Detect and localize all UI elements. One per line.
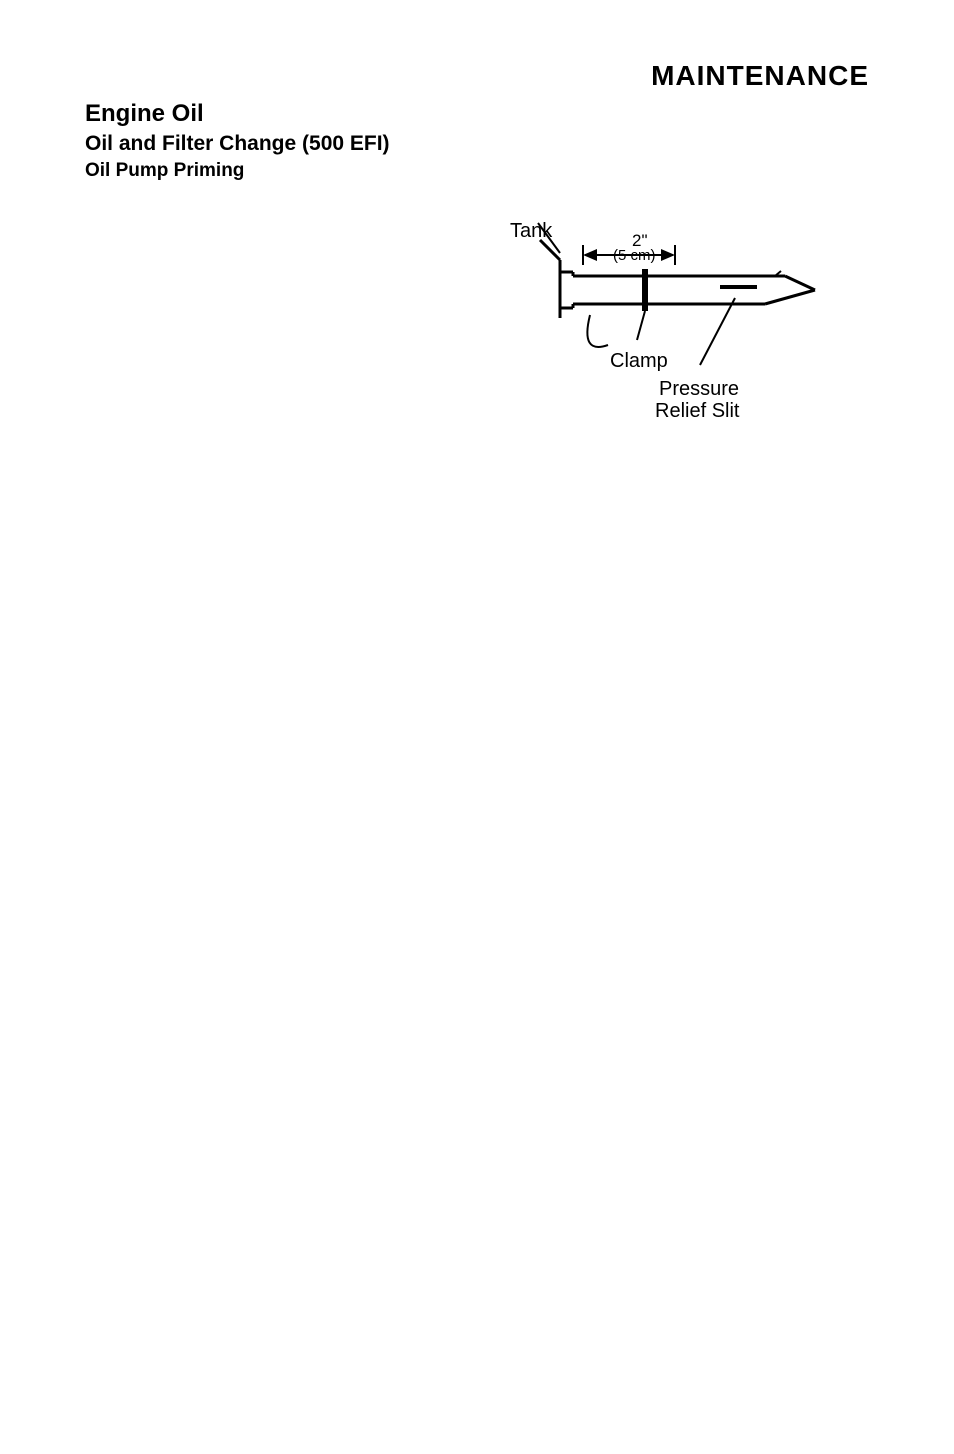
label-dimension-cm: (5 cm) xyxy=(613,247,656,264)
label-pressure: Pressure xyxy=(659,378,739,401)
label-clamp: Clamp xyxy=(610,350,668,373)
oil-pump-diagram: Tank 2" (5 cm) Clamp Pressure Relief Sli… xyxy=(465,200,885,440)
subsection-title: Oil and Filter Change (500 EFI) xyxy=(85,132,390,156)
page-header: MAINTENANCE xyxy=(651,60,869,92)
subsubsection-title: Oil Pump Priming xyxy=(85,160,244,182)
label-tank: Tank xyxy=(510,220,552,243)
label-relief-slit: Relief Slit xyxy=(655,400,739,423)
section-title: Engine Oil xyxy=(85,100,204,128)
